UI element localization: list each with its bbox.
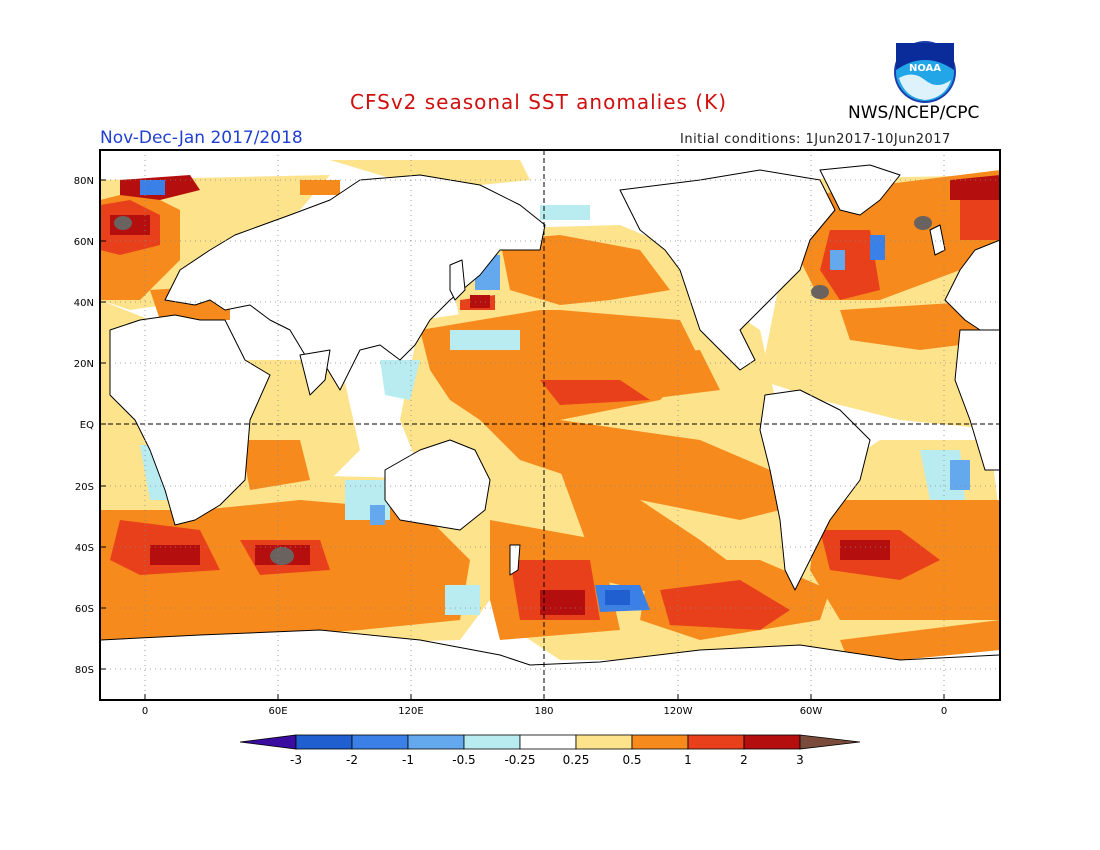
- lon-label: 60W: [800, 706, 823, 717]
- colorbar-swatch: [575, 734, 633, 750]
- graticule: [100, 150, 1000, 700]
- colorbar-label: -3: [290, 753, 302, 767]
- lat-label: 80S: [75, 665, 94, 676]
- agency-label: NWS/NCEP/CPC: [848, 103, 980, 123]
- colorbar-label: -1: [402, 753, 414, 767]
- colorbar-label: 0.25: [563, 753, 590, 767]
- lat-label: 20S: [75, 482, 94, 493]
- lon-label: 0: [941, 706, 947, 717]
- colorbar-swatch: [631, 734, 689, 750]
- colorbar-swatch: [351, 734, 409, 750]
- initial-conditions: Initial conditions: 1Jun2017-10Jun2017: [680, 132, 951, 147]
- lon-label: 0: [142, 706, 148, 717]
- colorbar-label: -0.5: [452, 753, 475, 767]
- lat-label: 80N: [74, 176, 94, 187]
- colorbar-label: 1: [684, 753, 692, 767]
- lon-label: 60E: [268, 706, 287, 717]
- lon-label: 120E: [398, 706, 423, 717]
- lat-label: 20N: [74, 359, 94, 370]
- lat-label: 40S: [75, 543, 94, 554]
- colorbar-swatch: [519, 734, 577, 750]
- colorbar-swatch: [407, 734, 465, 750]
- lat-label: 40N: [74, 298, 94, 309]
- chart-title: CFSv2 seasonal SST anomalies (K): [350, 90, 727, 114]
- colorbar-label: 0.5: [622, 753, 641, 767]
- lat-label: 60N: [74, 237, 94, 248]
- colorbar-swatch: [799, 734, 861, 750]
- colorbar-swatch: [239, 734, 297, 750]
- svg-text:NOAA: NOAA: [909, 63, 941, 74]
- lat-label: 60S: [75, 604, 94, 615]
- colorbar-swatch: [687, 734, 745, 750]
- colorbar-swatch: [463, 734, 521, 750]
- forecast-period: Nov-Dec-Jan 2017/2018: [100, 128, 303, 148]
- equator-dateline: [100, 150, 1000, 700]
- noaa-logo: NOAA: [894, 41, 956, 103]
- colorbar: -3 -2 -1 -0.5 -0.25 0.25 0.5 1 2 3: [239, 734, 861, 767]
- map-frame: [99, 149, 1001, 701]
- colorbar-swatch: [743, 734, 801, 750]
- colorbar-swatch: [295, 734, 353, 750]
- colorbar-label: -2: [346, 753, 358, 767]
- lon-label: 120W: [664, 706, 693, 717]
- colorbar-label: 3: [796, 753, 804, 767]
- colorbar-label: 2: [740, 753, 748, 767]
- colorbar-label: -0.25: [504, 753, 535, 767]
- lon-label: 180: [534, 706, 553, 717]
- lat-label: EQ: [80, 420, 94, 431]
- anomaly-field: [101, 151, 999, 699]
